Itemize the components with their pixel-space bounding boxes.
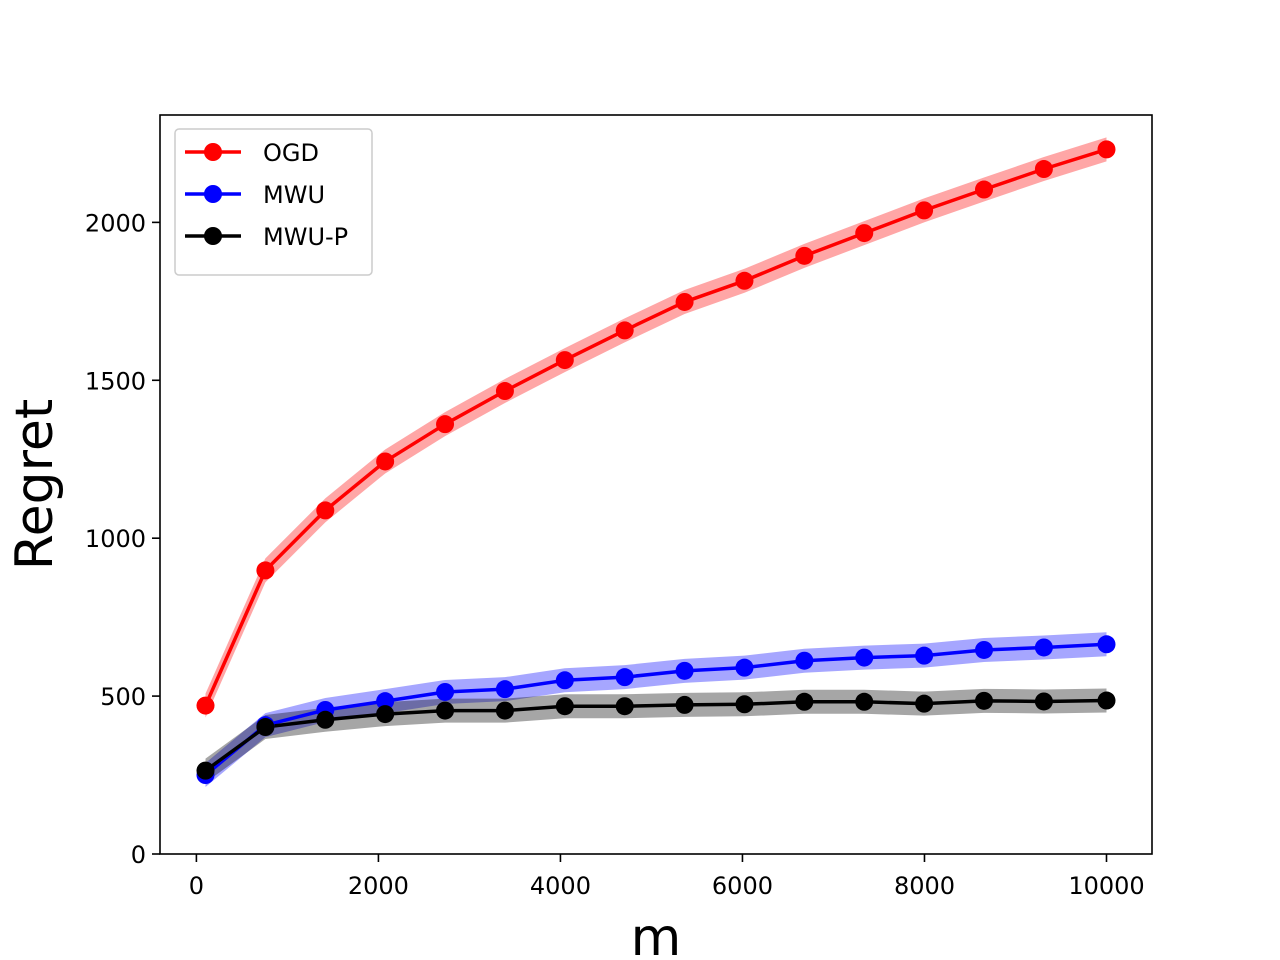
- y-axis-label: Regret: [5, 399, 65, 570]
- mwu-point: [735, 658, 754, 677]
- mwu-p-point: [735, 695, 754, 714]
- mwu-p-point: [974, 691, 993, 710]
- ogd-point: [915, 201, 934, 220]
- ogd-point: [855, 224, 874, 243]
- legend-ogd-label: OGD: [263, 139, 319, 167]
- mwu-p-point: [795, 692, 814, 711]
- ogd-point: [495, 382, 514, 401]
- ogd-point: [735, 271, 754, 290]
- mwu-point: [495, 680, 514, 699]
- ogd-point: [1097, 140, 1116, 159]
- mwu-p-line: [204, 698, 1107, 773]
- ogd-point: [376, 452, 395, 471]
- mwu-line: [204, 642, 1107, 777]
- legend-mwu-p-label: MWU-P: [263, 223, 348, 251]
- mwu-p-point: [1097, 691, 1116, 710]
- mwu-point: [974, 640, 993, 659]
- mwu-p-point: [495, 701, 514, 720]
- mwu-p-point: [915, 694, 934, 713]
- x-tick-label: 10000: [1068, 872, 1144, 900]
- ogd-line: [203, 147, 1108, 707]
- mwu-p-point: [316, 710, 335, 729]
- mwu-point: [436, 682, 455, 701]
- x-tick-label: 8000: [894, 872, 955, 900]
- legend-mwu-p-marker: [204, 227, 222, 245]
- plot-frame: [159, 114, 1153, 855]
- ogd-point: [196, 696, 215, 715]
- x-tick-label: 2000: [348, 872, 409, 900]
- mwu-p-point: [436, 701, 455, 720]
- ogd-point: [256, 561, 275, 580]
- ogd-point: [795, 246, 814, 265]
- mwu-p-point: [855, 692, 874, 711]
- x-tick-label: 4000: [530, 872, 591, 900]
- mwu-point: [915, 646, 934, 665]
- legend-mwu-marker: [204, 185, 222, 203]
- x-tick-label: 0: [189, 872, 204, 900]
- ogd-point: [436, 415, 455, 434]
- y-tick-label: 1000: [85, 525, 146, 553]
- legend-mwu-label: MWU: [263, 181, 325, 209]
- series-lines: [203, 147, 1108, 777]
- mwu-p-point: [1034, 692, 1053, 711]
- y-tick-label: 0: [131, 841, 146, 869]
- mwu-p-point: [675, 695, 694, 714]
- legend-box: [174, 128, 373, 276]
- ogd-point: [675, 292, 694, 311]
- mwu-p-point: [555, 697, 574, 716]
- y-tick-label: 2000: [85, 209, 146, 237]
- ogd-point: [555, 351, 574, 370]
- x-axis-ticks: 0 2000 4000 6000 8000 10000: [189, 854, 1145, 900]
- x-axis-label: m: [631, 908, 682, 960]
- mwu-p-point: [376, 705, 395, 724]
- mwu-point: [376, 692, 395, 711]
- x-tick-label: 6000: [712, 872, 773, 900]
- ogd-point: [1034, 160, 1053, 179]
- mwu-p-point: [615, 697, 634, 716]
- mwu-point: [675, 661, 694, 680]
- y-tick-label: 500: [100, 683, 146, 711]
- ogd-point: [615, 321, 634, 340]
- legend-ogd-marker: [204, 143, 222, 161]
- mwu-point: [615, 668, 634, 687]
- y-tick-label: 1500: [85, 367, 146, 395]
- mwu-point: [1034, 638, 1053, 657]
- mwu-p-point: [196, 761, 215, 780]
- mwu-point: [1097, 635, 1116, 654]
- series-markers: [196, 140, 1116, 785]
- mwu-point: [555, 671, 574, 690]
- mwu-p-point: [256, 718, 275, 737]
- mwu-point: [855, 648, 874, 667]
- ogd-point: [316, 501, 335, 520]
- ogd-point: [974, 180, 993, 199]
- mwu-point: [795, 651, 814, 670]
- legend: OGD MWU MWU-P: [174, 128, 373, 276]
- y-axis-ticks: 0 500 1000 1500 2000: [85, 209, 160, 869]
